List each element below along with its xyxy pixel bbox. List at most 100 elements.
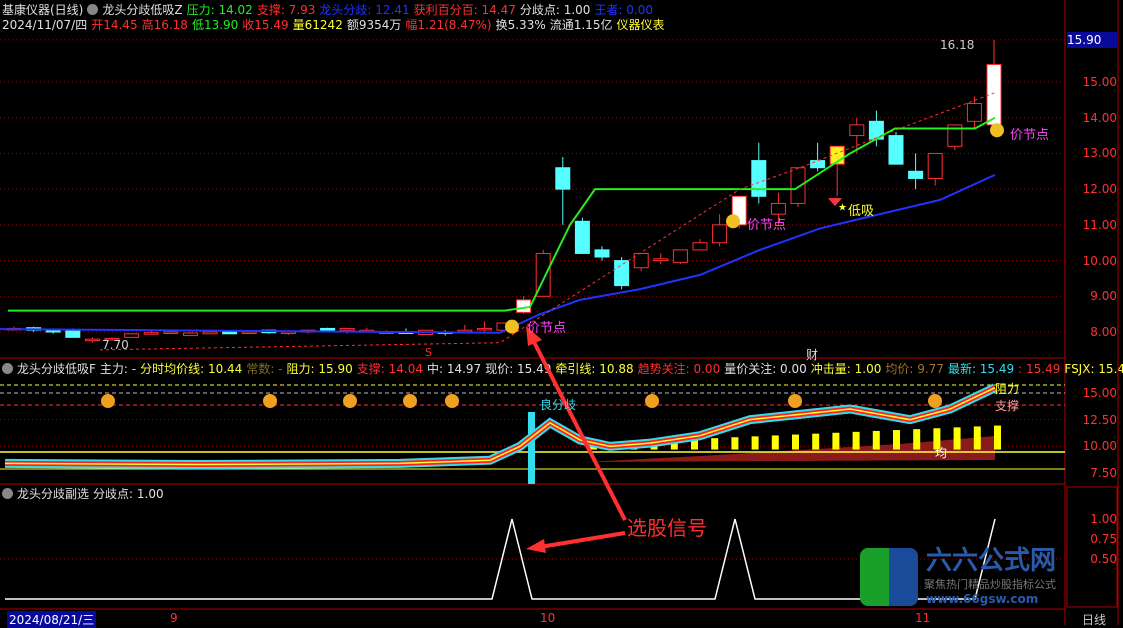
logo-name: 六六公式网	[926, 546, 1057, 576]
smiley-icon	[505, 319, 519, 334]
candle	[516, 299, 532, 313]
axis-label: 0.50	[1090, 552, 1117, 566]
low-label: 7.70	[102, 338, 129, 352]
indicator-menu-icon[interactable]	[2, 363, 13, 374]
logo-url: www.66gsw.com	[926, 592, 1039, 606]
axis-label: 8.00	[1090, 325, 1117, 339]
candle	[476, 327, 492, 331]
zhicheng-label: 支撑	[995, 399, 1020, 413]
arrow-head	[526, 539, 546, 553]
indicator-value: 最新: 15.49	[947, 362, 1015, 376]
impact-bar	[893, 430, 900, 450]
logo-slogan: 聚焦热门精品炒股指标公式	[924, 578, 1056, 591]
indicator-value: 量价关注: 0.00	[724, 362, 807, 376]
indicator-menu-icon[interactable]	[2, 488, 13, 499]
axis-label: 12.00	[1082, 182, 1117, 197]
impact-bar	[852, 431, 860, 450]
candle	[790, 167, 806, 204]
sub-indicator-header: 龙头分歧低吸F 主力: - 分时均价线: 10.44 常数: - 阻力: 15.90 支撑…	[2, 362, 1123, 376]
indicator-value: 分歧点: 1.00	[519, 3, 591, 17]
main-indicator-header: 基康仪器(日线) 龙头分歧低吸Z 压力: 14.02 支撑: 7.93 龙头分歧: 12…	[2, 3, 657, 17]
indicator-value: 牵引线: 10.88	[555, 362, 634, 376]
impact-bar	[691, 439, 698, 450]
axis-label: 10.00	[1082, 439, 1117, 454]
logo-icon	[860, 548, 918, 606]
axis-label: 0.75	[1090, 532, 1117, 546]
indicator-value: 主力: -	[99, 362, 137, 376]
watermark-logo: 六六公式网 聚焦热门精品炒股指标公式 www.66gsw.com	[860, 546, 1060, 610]
impact-bar	[933, 428, 941, 450]
ma-line	[0, 173, 996, 334]
indicator-value: FSJX: 15.4	[1064, 362, 1123, 376]
candle	[947, 124, 963, 147]
candle	[751, 160, 767, 197]
candle	[143, 332, 159, 335]
indicator-value: 阻力: 15.90	[286, 362, 353, 376]
rise-coin-icon	[645, 394, 659, 408]
impact-bar	[953, 427, 961, 450]
indicator-value: 冲击量: 1.00	[810, 362, 882, 376]
candle	[84, 338, 100, 342]
indicator-value: 换5.33%	[495, 18, 546, 32]
sub2-indicator-header: 龙头分歧副选 分歧点: 1.00	[2, 487, 168, 501]
candle	[65, 329, 81, 338]
indicator-value: 龙头分歧副选	[17, 487, 90, 501]
impact-bar	[751, 436, 759, 450]
candle	[672, 249, 688, 263]
profit-line	[99, 92, 996, 351]
cursor-date: 2024/08/21/三	[7, 611, 97, 628]
month-label: 11	[915, 611, 931, 625]
indicator-value: 龙头分歧低吸Z	[102, 3, 183, 17]
impact-bar	[832, 432, 840, 450]
axis-label: 14.00	[1082, 110, 1117, 125]
indicator-value: 龙头分歧低吸F	[17, 362, 96, 376]
indicator-value: 开14.45	[91, 18, 138, 32]
candle	[104, 337, 120, 341]
impact-bar	[994, 425, 1001, 450]
zuli-label: 阻力	[995, 382, 1020, 396]
indicator-value: 均价: 9.77	[885, 362, 944, 376]
impact-bar	[792, 434, 799, 450]
indicator-value: 基康仪器(日线)	[2, 3, 84, 17]
annotation-arrow	[539, 531, 626, 549]
smiley-icon	[726, 214, 740, 229]
candle	[986, 64, 1002, 126]
divergence-bar	[528, 412, 535, 484]
indicator-value: 压力: 14.02	[186, 3, 253, 17]
candle	[810, 160, 826, 169]
candle	[339, 327, 355, 331]
high-label: 16.18	[940, 38, 975, 52]
candle	[594, 249, 610, 258]
indicator-value: 流通1.15亿	[549, 18, 613, 32]
rise-coin-icon	[343, 394, 357, 408]
node-label: 价节点	[747, 218, 787, 233]
indicator-menu-icon[interactable]	[87, 4, 99, 15]
liangfenqi-label: 良分歧	[540, 398, 577, 412]
axis-label: 7.50	[1090, 466, 1117, 481]
indicator-value: 仪器仪表	[616, 18, 665, 32]
star-icon: ★	[838, 203, 847, 214]
impact-bar	[670, 439, 678, 450]
main-force-core	[4, 386, 996, 466]
candle	[574, 220, 590, 254]
indicator-value: 趋势关注: 0.00	[637, 362, 721, 376]
impact-bar	[913, 429, 921, 450]
indicator-value: 支撑: 14.04	[356, 362, 423, 376]
indicator-value: 高16.18	[141, 18, 188, 32]
impact-bar	[711, 438, 719, 450]
axis-label: 10.00	[1082, 253, 1117, 268]
candle	[908, 170, 924, 179]
candle	[124, 333, 140, 338]
candle	[888, 135, 904, 165]
rise-coin-icon	[403, 394, 417, 408]
indicator-value: 分时均价线: 10.44	[140, 362, 243, 376]
month-label: 9	[170, 611, 178, 625]
indicator-value: 王者: 0.00	[594, 3, 653, 17]
candle	[692, 242, 708, 251]
indicator-value: 获利百分百: 14.47	[413, 3, 516, 17]
candle	[163, 331, 179, 334]
rise-coin-icon	[445, 394, 459, 408]
candle	[614, 260, 630, 287]
period-label[interactable]: 日线	[1082, 613, 1107, 627]
